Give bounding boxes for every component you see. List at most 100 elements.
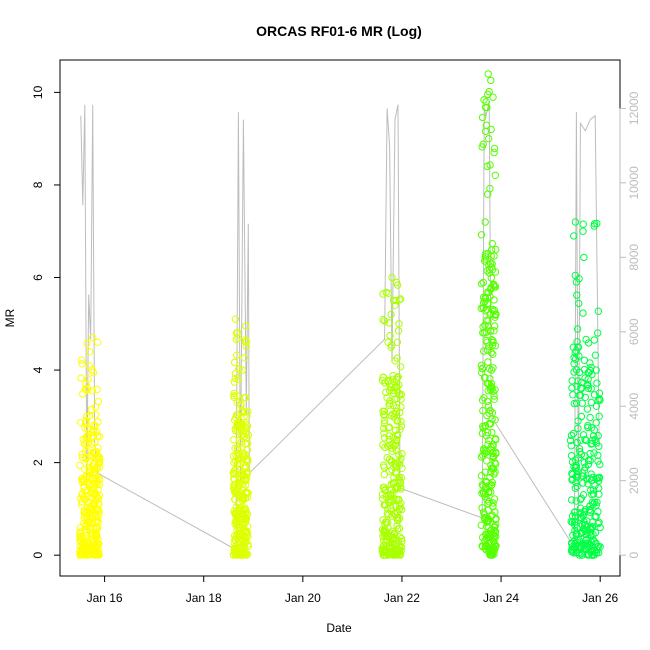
data-point <box>388 440 396 448</box>
data-point <box>380 419 389 428</box>
data-point <box>591 351 600 359</box>
y2-tick-label: 2000 <box>627 467 641 494</box>
data-point <box>567 431 576 440</box>
x-tick-label: Jan 18 <box>186 591 222 605</box>
data-point <box>483 457 491 465</box>
data-point <box>482 307 490 315</box>
data-point <box>387 383 395 391</box>
data-point <box>90 421 98 429</box>
data-point <box>490 395 498 403</box>
data-point <box>388 527 397 535</box>
y-tick-label: 10 <box>31 85 45 99</box>
data-point <box>396 504 404 512</box>
data-point <box>577 529 585 537</box>
data-point <box>577 384 585 392</box>
data-point <box>388 444 396 452</box>
data-point <box>486 539 494 547</box>
data-point <box>235 524 243 532</box>
data-point <box>579 220 587 228</box>
x-tick-label: Jan 16 <box>87 591 123 605</box>
data-point <box>392 296 400 305</box>
data-point <box>569 531 577 539</box>
right-axis-line <box>80 100 600 551</box>
data-point <box>567 442 575 450</box>
data-point <box>396 425 404 434</box>
data-point <box>478 368 486 377</box>
data-point <box>89 334 97 342</box>
data-point <box>488 511 496 519</box>
data-point <box>393 522 401 530</box>
data-point <box>387 486 395 494</box>
data-point <box>380 434 389 442</box>
data-point <box>385 319 393 327</box>
data-point <box>487 284 495 293</box>
data-point <box>571 512 580 520</box>
data-point <box>595 484 603 492</box>
data-point <box>573 482 581 491</box>
data-point <box>478 143 486 151</box>
y-tick-label: 0 <box>31 552 45 559</box>
data-point <box>84 425 92 433</box>
data-point <box>82 386 91 394</box>
data-point <box>479 293 488 302</box>
data-point <box>578 399 586 407</box>
data-point <box>576 510 584 518</box>
data-point <box>90 542 98 550</box>
data-point <box>593 498 601 506</box>
data-point <box>582 531 590 539</box>
data-point <box>483 428 492 437</box>
data-point <box>85 412 94 420</box>
data-point <box>583 550 591 559</box>
data-point <box>489 350 497 358</box>
data-point <box>229 469 238 478</box>
data-point <box>489 464 497 473</box>
data-point <box>478 542 487 551</box>
data-point <box>235 365 243 373</box>
data-point <box>241 505 249 514</box>
data-point <box>394 373 402 381</box>
data-point <box>387 504 395 512</box>
data-point <box>485 265 494 273</box>
data-point <box>387 507 395 515</box>
data-point <box>484 70 492 78</box>
y-tick-label: 8 <box>31 181 45 188</box>
data-point <box>478 364 486 373</box>
data-point <box>575 368 584 377</box>
data-point <box>91 531 100 539</box>
data-point <box>89 368 98 377</box>
data-point <box>77 374 85 382</box>
data-point <box>95 491 103 500</box>
data-point <box>490 327 498 335</box>
data-point <box>594 329 602 337</box>
data-point <box>591 529 600 537</box>
data-point <box>569 470 577 479</box>
x-tick-label: Jan 20 <box>285 591 321 605</box>
data-point <box>485 409 493 417</box>
data-point <box>240 513 249 521</box>
scatter-series-4 <box>477 70 500 559</box>
data-point <box>492 310 500 318</box>
data-point <box>80 547 89 555</box>
data-point <box>94 499 103 507</box>
data-point <box>94 540 103 548</box>
data-point <box>385 432 394 440</box>
data-point <box>480 96 488 104</box>
data-point <box>482 446 490 455</box>
data-point <box>241 440 250 448</box>
data-point <box>577 412 586 421</box>
data-point <box>588 523 597 531</box>
data-point <box>241 393 250 402</box>
data-point <box>576 551 584 559</box>
data-point <box>395 320 403 328</box>
data-point <box>594 519 602 528</box>
data-point <box>573 438 581 447</box>
data-point <box>388 447 396 455</box>
data-point <box>379 483 387 492</box>
data-point <box>93 463 102 472</box>
data-point <box>385 401 393 409</box>
data-point <box>488 415 496 423</box>
data-point <box>595 389 604 397</box>
data-point <box>235 526 243 535</box>
data-point <box>84 517 93 525</box>
data-point <box>586 474 594 483</box>
